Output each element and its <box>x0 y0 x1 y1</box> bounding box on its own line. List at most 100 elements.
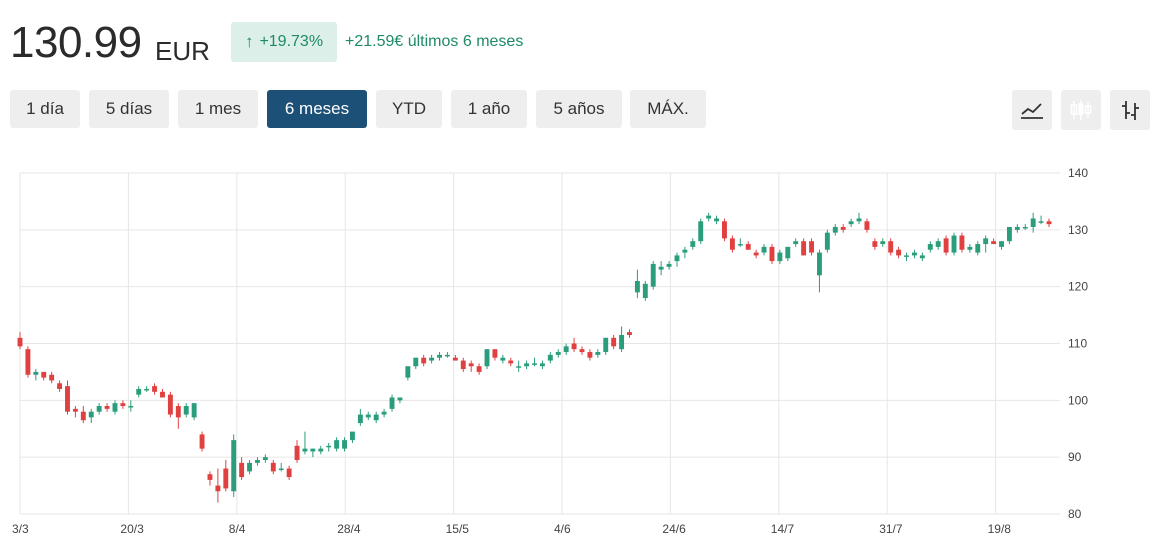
candle-body <box>809 241 814 253</box>
ohlc-chart-button[interactable] <box>1110 90 1150 130</box>
candlestick-chart-button[interactable] <box>1061 90 1101 130</box>
candle <box>41 371 47 381</box>
candle <box>57 380 63 392</box>
candle-body <box>1038 221 1044 223</box>
candle-body <box>729 238 735 250</box>
candle <box>223 460 229 492</box>
candle-body <box>832 226 838 233</box>
candle-body <box>785 246 791 259</box>
candle-body <box>991 241 997 245</box>
candle <box>666 261 672 270</box>
range-button-ytd[interactable]: YTD <box>376 90 442 128</box>
candle-body <box>524 363 530 367</box>
candle-body <box>33 371 39 375</box>
candlestick-icon <box>1070 100 1092 120</box>
candle <box>658 261 664 276</box>
candle-body <box>104 406 110 409</box>
candle <box>484 349 490 370</box>
candle-body <box>919 255 925 259</box>
candle-body <box>167 394 173 415</box>
change-percent-badge: ↑ +19.73% <box>231 22 337 62</box>
current-price: 130.99 <box>10 18 142 67</box>
candle <box>967 244 973 253</box>
candle-body <box>25 349 31 375</box>
y-axis: 80 90 100 110 120 130 140 <box>1068 166 1088 521</box>
candle-body <box>365 414 371 418</box>
candle-body <box>753 252 759 256</box>
range-button-1-mes[interactable]: 1 mes <box>178 90 258 128</box>
candle-body <box>714 218 720 222</box>
quote-header: 130.99 EUR ↑ +19.73% +21.59€ últimos 6 m… <box>10 14 710 68</box>
candle <box>33 369 39 381</box>
candle-body <box>927 244 933 250</box>
candle-body <box>706 215 712 219</box>
line-chart-button[interactable] <box>1012 90 1052 130</box>
candle <box>326 442 332 452</box>
candle-body <box>72 408 78 412</box>
candle-body <box>444 354 450 357</box>
candle <box>587 349 593 361</box>
candle <box>128 400 134 412</box>
candle <box>975 241 981 256</box>
candle <box>136 386 142 398</box>
candle-body <box>777 252 783 262</box>
y-tick-label: 80 <box>1068 507 1082 521</box>
candle-body <box>397 397 403 401</box>
candle-body <box>856 218 862 222</box>
candle <box>349 431 355 443</box>
candle <box>698 218 704 245</box>
candle-body <box>381 411 387 415</box>
range-button-1-dia[interactable]: 1 día <box>10 90 80 128</box>
candle-body <box>65 386 70 412</box>
candle <box>199 431 205 452</box>
candle <box>524 360 530 370</box>
candle-body <box>935 241 941 247</box>
candle <box>397 397 403 404</box>
candle <box>943 235 949 256</box>
candle-body <box>405 366 411 378</box>
candle <box>112 400 118 415</box>
candle-body <box>666 263 672 267</box>
candle-body <box>682 249 688 253</box>
candle-body <box>160 391 165 398</box>
absolute-change: +21.59€ últimos 6 meses <box>345 33 524 50</box>
range-button-5-anos[interactable]: 5 años <box>536 90 622 128</box>
candle <box>183 403 189 418</box>
candle-body <box>152 386 158 392</box>
range-button-6-meses[interactable]: 6 meses <box>267 90 367 128</box>
candle <box>1038 215 1044 225</box>
candle-body <box>864 221 870 230</box>
candle <box>888 238 894 256</box>
candle <box>547 352 553 364</box>
candle-body <box>642 283 648 299</box>
candle <box>959 232 965 253</box>
candle <box>342 437 347 452</box>
candle <box>270 460 276 475</box>
range-button-5-dias[interactable]: 5 días <box>89 90 169 128</box>
candle <box>674 252 680 267</box>
candle <box>983 235 989 253</box>
range-button-1-ano[interactable]: 1 año <box>451 90 527 128</box>
candle <box>191 403 197 421</box>
candle <box>753 249 759 259</box>
candle-body <box>943 238 949 253</box>
candle <box>460 357 466 372</box>
candle <box>563 343 569 355</box>
candle <box>278 462 284 472</box>
candle-body <box>975 244 981 253</box>
x-tick-label: 8/4 <box>229 522 246 536</box>
candle-body <box>532 363 537 365</box>
candle-body <box>967 246 973 250</box>
candle-body <box>120 403 126 407</box>
candle <box>215 468 221 503</box>
candle <box>1022 224 1028 230</box>
candle-body <box>872 241 878 247</box>
candle-body <box>334 440 340 449</box>
candle-body <box>476 366 482 372</box>
candle-body <box>745 244 751 250</box>
range-button-max[interactable]: MÁX. <box>630 90 706 128</box>
candle-body <box>999 241 1004 247</box>
candle-body <box>421 357 427 364</box>
x-tick-label: 14/7 <box>771 522 795 536</box>
candle-body <box>880 241 886 245</box>
